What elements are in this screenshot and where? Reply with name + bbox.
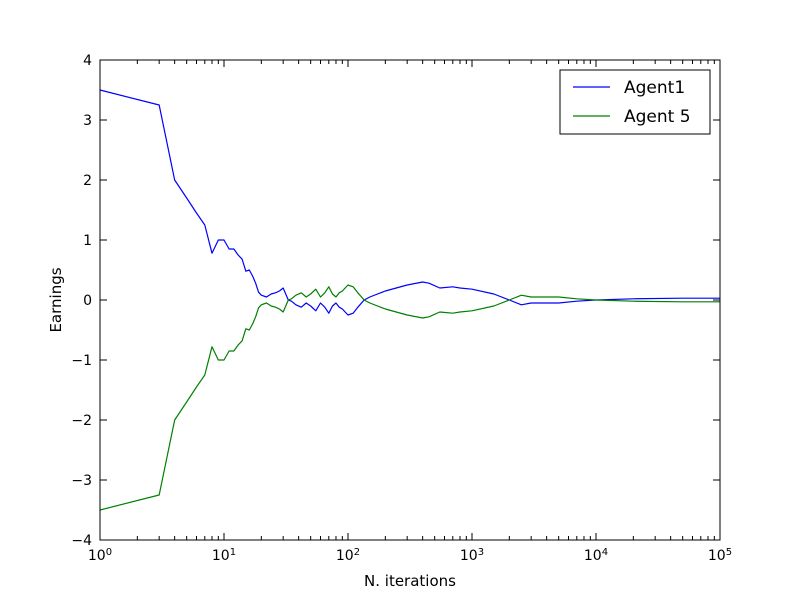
x-tick-label: 103 [460, 547, 484, 565]
x-tick-label: 101 [212, 547, 236, 565]
series-line-0 [99, 89, 720, 316]
legend: Agent1 Agent 5 [559, 69, 711, 135]
x-tick-label: 102 [336, 547, 360, 565]
x-tick-label: 104 [584, 547, 608, 565]
y-tick-label: −3 [71, 473, 92, 489]
x-axis-title: N. iterations [364, 572, 456, 590]
x-tick-label: 105 [708, 547, 732, 565]
x-tick-label: 100 [88, 547, 112, 565]
y-tick-label: 3 [83, 113, 92, 129]
y-tick-label: 4 [83, 53, 92, 69]
y-tick-label: 1 [83, 233, 92, 249]
legend-label-agent5: Agent 5 [624, 107, 691, 127]
y-axis-title: Earnings [47, 267, 65, 332]
y-tick-label: 2 [83, 173, 92, 189]
y-tick-label: −1 [71, 353, 92, 369]
series-layer [99, 89, 720, 511]
y-tick-label: 0 [83, 293, 92, 309]
legend-label-agent1: Agent1 [624, 78, 685, 98]
series-line-1 [99, 284, 720, 511]
legend-frame [559, 69, 711, 135]
y-tick-label: −2 [71, 413, 92, 429]
y-tick-label: −4 [71, 533, 92, 549]
